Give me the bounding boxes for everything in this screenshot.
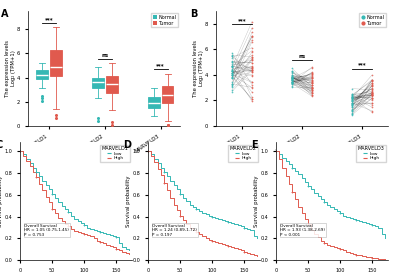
Point (349, 93, 355, 98)
Point (309, 83, 315, 88)
Point (289, 73, 295, 78)
Point (309, 78, 315, 83)
PathPatch shape (106, 76, 118, 93)
Point (349, 108, 355, 112)
Point (309, 76, 315, 81)
Point (289, 80, 295, 84)
Point (309, 73, 315, 78)
Point (229, 73, 235, 77)
Point (309, 93, 315, 97)
Point (249, 55, 255, 59)
Point (309, 91, 315, 95)
Point (369, 92, 375, 96)
Point (249, 68, 255, 73)
Point (349, 95, 355, 99)
Text: Overall Survival
HR = 1.93 (1.38-2.69)
P < 0.001: Overall Survival HR = 1.93 (1.38-2.69) P… (280, 224, 326, 237)
Point (369, 83, 375, 87)
Point (229, 64, 235, 68)
Text: ns: ns (101, 53, 108, 58)
Point (309, 85, 315, 89)
Point (289, 81, 295, 85)
Text: ***: *** (45, 17, 53, 22)
Point (309, 80, 315, 84)
Point (249, 68, 255, 73)
Point (369, 109, 375, 113)
Point (289, 80, 295, 84)
Point (229, 70, 235, 75)
Point (349, 96, 355, 100)
Point (309, 65, 315, 69)
Point (369, 90, 375, 94)
Point (309, 89, 315, 93)
Point (249, 70, 255, 74)
Point (289, 80, 295, 85)
Point (289, 81, 295, 86)
Point (369, 78, 375, 82)
Point (369, 90, 375, 95)
Point (249, 53, 255, 57)
Point (349, 96, 355, 100)
Point (249, 61, 255, 65)
Point (229, 60, 235, 64)
Point (309, 83, 315, 87)
Point (249, 79, 255, 84)
Point (289, 84, 295, 89)
PathPatch shape (162, 86, 174, 103)
Point (369, 110, 375, 115)
Point (289, 69, 295, 73)
Point (309, 76, 315, 80)
Point (369, 90, 375, 95)
Point (249, 39, 255, 44)
Point (369, 93, 375, 97)
Point (349, 96, 355, 100)
Point (369, 97, 375, 101)
Point (289, 82, 295, 87)
Point (309, 89, 315, 94)
Point (309, 88, 315, 92)
Point (229, 56, 235, 60)
Point (229, 59, 235, 64)
Point (369, 96, 375, 100)
Point (349, 95, 355, 99)
Point (229, 80, 235, 84)
Point (369, 94, 375, 99)
Point (349, 101, 355, 106)
Point (369, 89, 375, 93)
Y-axis label: Survival probability: Survival probability (254, 176, 259, 227)
Text: D: D (123, 140, 131, 150)
Point (349, 103, 355, 108)
Text: Overall Survival
HR = 1.24 (0.89-1.72)
P = 0.197: Overall Survival HR = 1.24 (0.89-1.72) P… (152, 224, 197, 237)
Point (349, 112, 355, 116)
Point (289, 82, 295, 87)
Point (289, 77, 295, 82)
Point (229, 54, 235, 58)
Point (369, 98, 375, 102)
Point (349, 98, 355, 102)
Point (369, 92, 375, 96)
Point (249, 99, 255, 103)
Point (229, 72, 235, 77)
Text: ***: *** (156, 63, 165, 68)
Legend: Normal, Tumor: Normal, Tumor (359, 13, 386, 27)
Point (229, 51, 235, 55)
Point (249, 97, 255, 101)
Point (229, 53, 235, 58)
Point (249, 57, 255, 62)
Point (309, 94, 315, 98)
Point (349, 107, 355, 111)
Point (229, 72, 235, 76)
Text: ***: *** (238, 18, 246, 23)
Point (229, 73, 235, 77)
Point (349, 94, 355, 99)
Point (369, 93, 375, 97)
Point (249, 19, 255, 24)
Point (249, 74, 255, 78)
Point (229, 82, 235, 86)
Point (249, 56, 255, 61)
Point (349, 105, 355, 109)
Y-axis label: The expression levels
Log₂ (TPM+1): The expression levels Log₂ (TPM+1) (193, 40, 204, 97)
Y-axis label: Survival probability: Survival probability (0, 176, 3, 227)
Point (369, 84, 375, 88)
Point (309, 79, 315, 83)
Point (249, 48, 255, 53)
